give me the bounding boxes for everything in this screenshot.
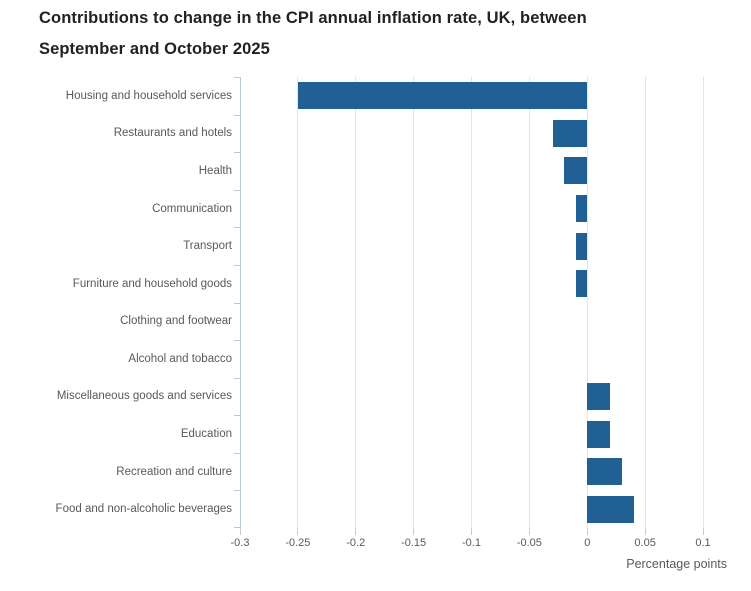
category-label: Clothing and footwear <box>120 315 232 328</box>
x-axis-tick <box>297 528 299 535</box>
x-axis-tick <box>471 528 472 535</box>
category-label: Recreation and culture <box>116 465 232 478</box>
x-tick-label: 0.05 <box>634 537 656 549</box>
y-axis-tick <box>234 152 240 153</box>
category-label: Housing and household services <box>65 89 232 102</box>
x-axis-tick <box>355 528 357 535</box>
bar <box>587 495 634 523</box>
gridline <box>355 77 357 528</box>
y-axis-tick <box>234 453 240 454</box>
y-axis-tick <box>234 227 240 228</box>
bar <box>552 119 588 147</box>
x-tick-label: -0.3 <box>230 537 250 549</box>
bar <box>564 157 588 185</box>
bar <box>587 420 611 448</box>
gridline <box>413 77 415 528</box>
category-label: Education <box>180 428 232 441</box>
y-axis-tick <box>234 490 240 491</box>
category-label: Furniture and household goods <box>72 277 232 290</box>
chart-title-line1: Contributions to change in the CPI annua… <box>39 9 587 27</box>
bar <box>587 382 611 410</box>
x-axis-tick <box>702 528 704 535</box>
y-axis-tick <box>234 378 240 379</box>
category-label: Health <box>198 164 232 177</box>
category-label: Alcohol and tobacco <box>128 352 232 365</box>
chart-title-line2: September and October 2025 <box>39 40 270 58</box>
gridline <box>471 77 472 528</box>
x-tick-label: -0.1 <box>462 537 481 549</box>
y-axis-line <box>240 77 241 528</box>
y-axis-tick <box>234 115 240 116</box>
y-axis-tick <box>234 527 240 528</box>
gridline <box>297 77 299 528</box>
x-axis-tick <box>528 528 530 535</box>
x-tick-label: -0.25 <box>285 537 311 549</box>
bar <box>587 458 622 486</box>
y-axis-tick <box>234 340 240 341</box>
chart-title: Contributions to change in the CPI annua… <box>39 3 587 65</box>
x-tick-label: 0.1 <box>695 537 711 549</box>
category-label: Communication <box>152 202 232 215</box>
x-axis-title: Percentage points <box>626 557 727 571</box>
bar <box>297 82 588 110</box>
plot-area <box>234 77 704 528</box>
y-axis-tick <box>234 265 240 266</box>
gridline <box>702 77 704 528</box>
gridline <box>528 77 530 528</box>
y-axis-tick <box>234 190 240 191</box>
category-axis: Housing and household services Restaurant… <box>0 77 232 528</box>
gridline <box>586 77 588 528</box>
x-axis-tick <box>586 528 588 535</box>
x-axis-tick <box>239 528 241 535</box>
bar <box>575 195 588 223</box>
x-tick-label: -0.05 <box>516 537 542 549</box>
y-axis-tick <box>234 77 240 78</box>
x-axis-tick <box>413 528 415 535</box>
category-label: Transport <box>183 240 232 253</box>
bar <box>575 270 588 298</box>
bar <box>575 232 588 260</box>
x-tick-label: 0 <box>584 537 591 549</box>
gridline <box>644 77 646 528</box>
y-axis-tick <box>234 303 240 304</box>
category-label: Miscellaneous goods and services <box>56 390 232 403</box>
y-axis-tick <box>234 415 240 416</box>
category-label: Food and non-alcoholic beverages <box>55 503 232 516</box>
category-label: Restaurants and hotels <box>113 127 232 140</box>
x-axis-tick <box>644 528 646 535</box>
x-tick-label: -0.15 <box>401 537 427 549</box>
x-tick-label: -0.2 <box>346 537 366 549</box>
